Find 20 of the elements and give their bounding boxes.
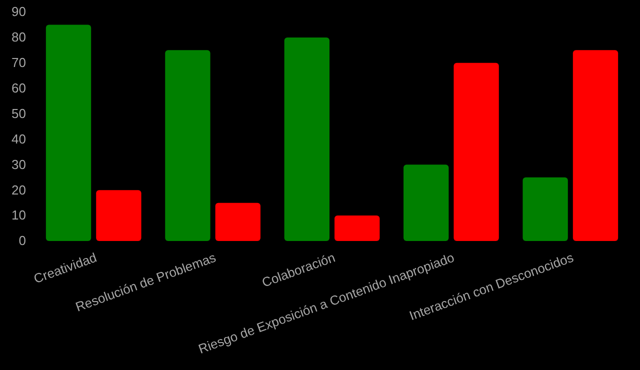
y-tick-label: 50 — [12, 106, 26, 121]
y-tick-label: 30 — [12, 156, 26, 172]
bar — [334, 216, 380, 241]
y-tick-label: 0 — [18, 233, 26, 248]
bar — [404, 164, 449, 241]
bar — [96, 190, 142, 241]
bar — [215, 202, 260, 241]
y-tick-label: 40 — [12, 131, 26, 146]
y-tick-label: 80 — [12, 30, 26, 45]
y-tick-label: 90 — [12, 4, 26, 20]
bar — [454, 62, 499, 241]
y-tick-label: 70 — [12, 55, 26, 70]
y-tick-label: 20 — [12, 182, 26, 198]
y-tick-label: 10 — [12, 208, 26, 223]
bar — [165, 50, 210, 241]
bar — [46, 24, 92, 241]
bar — [572, 50, 618, 241]
y-tick-label: 60 — [12, 80, 26, 96]
bar — [522, 177, 568, 241]
bar — [284, 37, 330, 241]
